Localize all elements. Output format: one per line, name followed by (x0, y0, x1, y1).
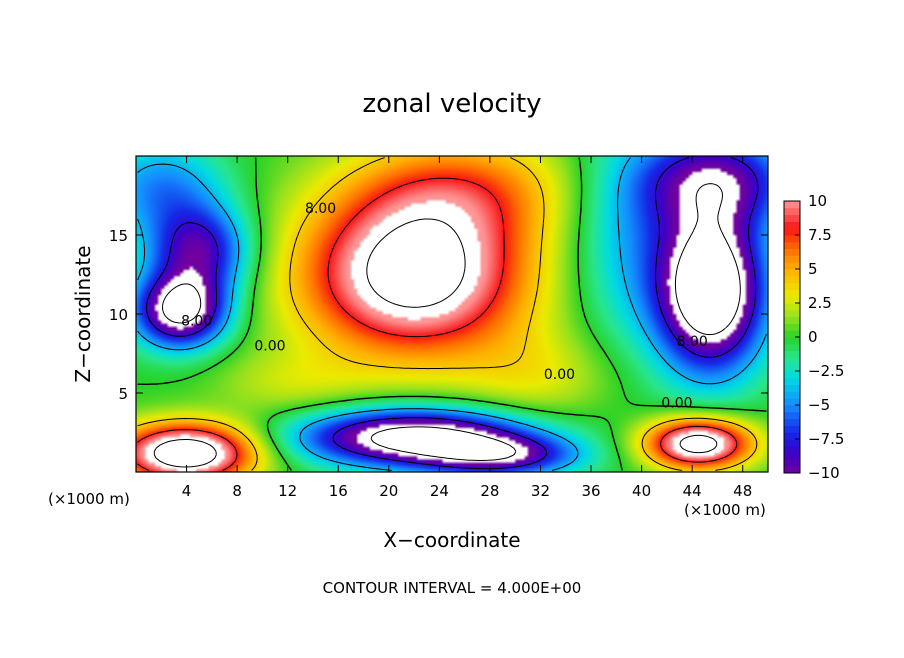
x-axis-ticks: 4 8 12 16 20 24 28 32 36 40 44 48 (182, 156, 752, 500)
x-unit-label-left: (×1000 m) (48, 490, 130, 508)
x-tick-label: 20 (379, 482, 398, 500)
colorbar-bands (784, 201, 800, 474)
contour-lines (137, 157, 767, 471)
chart-title: zonal velocity (362, 89, 541, 119)
colorbar-band (784, 235, 800, 243)
x-tick-label: 12 (278, 482, 297, 500)
colorbar-tick-label: −2.5 (808, 362, 844, 380)
colorbar-band (784, 357, 800, 365)
colorbar-tick-label: 0 (808, 328, 818, 346)
contour-level-8 (137, 177, 738, 471)
colorbar-band (784, 350, 800, 358)
y-axis-ticks: 5 10 15 (109, 227, 768, 403)
colorbar-band (784, 228, 800, 236)
colorbar-band (784, 337, 800, 345)
y-axis-label: Z−coordinate (71, 245, 95, 382)
colorbar-band (784, 364, 800, 372)
x-tick-label: 8 (232, 482, 242, 500)
contour-level-4 (137, 157, 758, 471)
contour-level-neg8 (146, 157, 759, 470)
contour-label: 0.00 (544, 367, 575, 383)
colorbar-band (784, 282, 800, 290)
colorbar-band (784, 214, 800, 222)
colorbar-band (784, 241, 800, 250)
colorbar-band (784, 201, 800, 209)
x-tick-label: 24 (430, 482, 449, 500)
colorbar-band (784, 221, 800, 229)
colorbar-band (784, 377, 800, 386)
colorbar-band (784, 405, 800, 413)
contour-level-12 (153, 218, 718, 468)
colorbar-band (784, 289, 800, 297)
colorbar-band (784, 459, 800, 467)
colorbar-band (784, 248, 800, 256)
colorbar-band (784, 296, 800, 304)
contour-label: 8.00 (305, 201, 336, 217)
colorbar-tick-label: −7.5 (808, 430, 844, 448)
contour-label: 0.00 (661, 395, 692, 411)
colorbar-band (784, 439, 800, 447)
contour-level-neg12 (162, 183, 741, 461)
colorbar-band (784, 255, 800, 263)
colorbar-tick-label: −10 (808, 464, 840, 482)
colorbar-band (784, 207, 800, 216)
colorbar-tick-label: −5 (808, 396, 830, 414)
contour-level-neg4 (137, 157, 767, 471)
colorbar-band (784, 398, 800, 406)
contour-level-0 (137, 157, 767, 471)
x-axis-label: X−coordinate (383, 528, 520, 552)
x-unit-label-right: (×1000 m) (684, 501, 766, 519)
colorbar-band (784, 466, 800, 474)
y-tick-label: 5 (118, 385, 128, 403)
colorbar-band (784, 425, 800, 433)
colorbar: 10 7.5 5 2.5 0 −2.5 −5 −7.5 −10 (783, 192, 844, 482)
x-tick-label: 28 (480, 482, 499, 500)
y-tick-label: 15 (109, 227, 128, 245)
colorbar-band (784, 303, 800, 311)
colorbar-band (784, 411, 800, 420)
colorbar-band (784, 384, 800, 392)
colorbar-band (784, 418, 800, 426)
colorbar-tick-label: 5 (808, 260, 818, 278)
colorbar-tick-label: 2.5 (808, 294, 832, 312)
colorbar-band (784, 445, 800, 454)
heatmap-field (136, 156, 768, 472)
colorbar-tick-label: 10 (808, 192, 827, 210)
colorbar-band (784, 371, 800, 379)
colorbar-band (784, 432, 800, 440)
x-tick-label: 48 (733, 482, 752, 500)
x-tick-label: 16 (329, 482, 348, 500)
colorbar-band (784, 275, 800, 284)
colorbar-band (784, 316, 800, 324)
colorbar-ticks: 10 7.5 5 2.5 0 −2.5 −5 −7.5 −10 (795, 192, 844, 482)
y-tick-label: 10 (109, 306, 128, 324)
plot-area: 8.000.008.000.008.000.00 4 8 12 16 20 24 28 32 3… (109, 155, 769, 500)
colorbar-band (784, 452, 800, 460)
colorbar-band (784, 343, 800, 352)
colorbar-band (784, 323, 800, 331)
colorbar-band (784, 262, 800, 270)
contour-interval-note: CONTOUR INTERVAL = 4.000E+00 (323, 579, 582, 597)
colorbar-tick-label: 7.5 (808, 226, 832, 244)
x-tick-label: 4 (182, 482, 192, 500)
colorbar-band (784, 269, 800, 277)
x-tick-label: 36 (581, 482, 600, 500)
x-tick-label: 32 (531, 482, 550, 500)
contour-label: 0.00 (254, 339, 285, 355)
colorbar-band (784, 391, 800, 399)
colorbar-band (784, 330, 800, 338)
contour-labels: 8.00 0.00 8.00 0.00 8.00 0.00 (181, 201, 708, 411)
x-tick-label: 44 (683, 482, 702, 500)
x-tick-label: 40 (632, 482, 651, 500)
contour-label: 8.00 (677, 334, 708, 350)
colorbar-band (784, 309, 800, 318)
contour-label: 8.00 (181, 313, 212, 329)
